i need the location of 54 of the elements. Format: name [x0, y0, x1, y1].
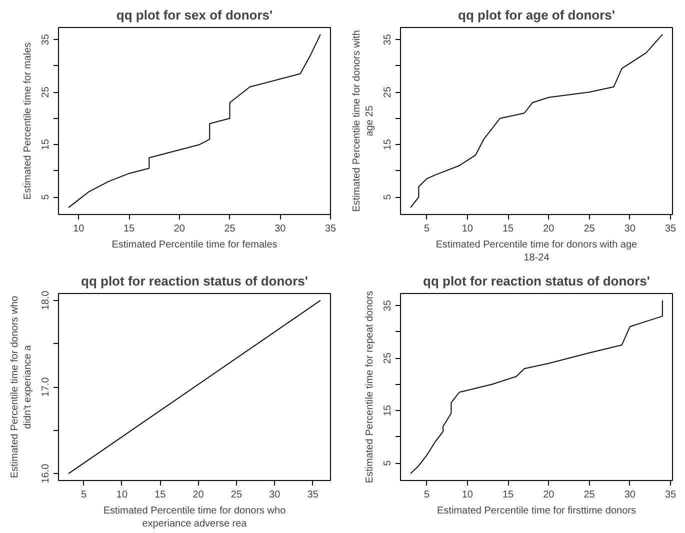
chart-title: qq plot for age of donors': [458, 8, 615, 22]
x-tick-label: 10: [462, 490, 474, 500]
x-tick-label: 30: [624, 224, 636, 234]
y-axis-title: Estimated Percentile time for repeat donors: [364, 290, 376, 484]
x-tick-label: 35: [664, 490, 677, 500]
x-tick-label: 35: [307, 490, 319, 500]
x-axis-title: Estimated Percentile time for donors who experiance adverse rea: [103, 506, 286, 530]
x-tick-label: 25: [584, 490, 596, 500]
x-axis-title: Estimated Percentile time for firsttime donors: [437, 506, 636, 516]
x-tick-label: 10: [73, 224, 85, 234]
x-tick-label: 35: [324, 224, 336, 234]
y-tick-label: 5: [382, 194, 394, 200]
x-tick-label: 5: [81, 490, 88, 500]
chart-title: qq plot for reaction status of donors': [81, 274, 308, 288]
x-tick-label: 25: [584, 224, 596, 234]
x-tick-label: 15: [123, 224, 136, 234]
x-tick-label: 30: [274, 224, 286, 234]
y-tick-label: 15: [382, 138, 394, 150]
x-tick-label: 25: [224, 224, 236, 234]
x-tick-label: 25: [230, 490, 242, 500]
x-tick-label: 5: [424, 224, 430, 234]
y-tick-label: 25: [40, 86, 52, 98]
x-axis-title: Estimated Percentile time for females: [112, 240, 278, 250]
chart-title: qq plot for sex of donors': [116, 8, 273, 22]
x-tick-label: 20: [543, 490, 555, 500]
x-tick-label: 20: [543, 224, 555, 234]
x-tick-label: 5: [424, 490, 430, 500]
y-axis-title: Estimated Percentile time for donors who didn't experiance a: [9, 295, 34, 478]
y-axis-title: Estimated Percentile time for males: [22, 42, 34, 200]
x-tick-label: 15: [502, 224, 514, 234]
y-tick-label: 15: [40, 138, 52, 150]
y-tick-label: 16.0: [40, 463, 52, 484]
y-tick-label: 25: [382, 86, 394, 98]
x-tick-label: 10: [116, 490, 128, 500]
x-tick-label: 15: [154, 490, 166, 500]
y-tick-label: 5: [40, 194, 52, 200]
y-axis-title: Estimated Percentile time for donors with age 25: [351, 30, 376, 212]
y-tick-label: 5: [382, 460, 394, 466]
x-axis-title: Estimated Percentile time for donors with age 18-24: [436, 240, 638, 264]
y-tick-label: 35: [40, 34, 52, 46]
y-tick-label: 15: [382, 404, 394, 416]
x-tick-label: 15: [502, 490, 514, 500]
x-tick-label: 30: [624, 490, 636, 500]
y-tick-label: 35: [382, 34, 394, 46]
chart-title: qq plot for reaction status of donors': [423, 274, 650, 288]
y-tick-label: 35: [382, 300, 394, 312]
y-tick-label: 18.0: [40, 290, 52, 310]
y-tick-label: 25: [382, 352, 394, 364]
x-tick-label: 20: [192, 490, 204, 500]
x-tick-label: 30: [269, 490, 281, 500]
x-tick-label: 20: [174, 224, 186, 234]
x-tick-label: 35: [664, 224, 677, 234]
y-tick-label: 17.0: [40, 376, 52, 397]
x-tick-label: 10: [462, 224, 474, 234]
